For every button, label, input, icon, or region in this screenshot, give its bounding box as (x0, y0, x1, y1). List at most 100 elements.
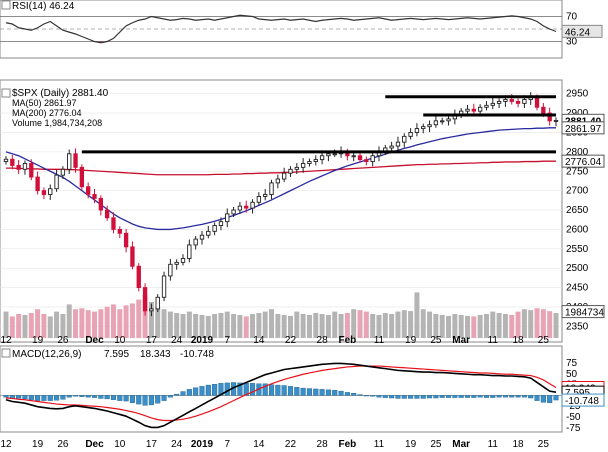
rsi-collapse-icon[interactable] (1, 0, 11, 10)
histogram-bar (237, 382, 243, 396)
candle-body (22, 163, 28, 170)
histogram-bar (553, 395, 559, 401)
histogram-bar (167, 395, 173, 398)
volume-bar (446, 315, 452, 338)
volume-bar (534, 308, 540, 338)
candle-body (281, 172, 287, 180)
candle-body (421, 126, 426, 130)
volume-bar (92, 311, 98, 338)
volume-bar (401, 310, 407, 338)
candle-body (313, 159, 318, 163)
volume-bar (212, 314, 218, 338)
volume-bar (332, 311, 338, 338)
candle-body (225, 213, 230, 223)
candle-body (402, 135, 407, 143)
volume-bar (73, 309, 79, 338)
volume-bar (338, 314, 344, 338)
histogram-bar (110, 395, 117, 400)
date-tick-label: 19 (32, 335, 44, 346)
candle-body (237, 205, 243, 211)
ma200-legend: MA(200) 2776.04 (12, 108, 82, 118)
histogram-bar (401, 395, 407, 399)
date-tick-label: 10 (114, 439, 126, 450)
volume-bar (363, 311, 369, 338)
candle-body (73, 153, 78, 168)
candle-body (206, 230, 211, 236)
histogram-bar (490, 395, 496, 398)
ma50-legend: MA(50) 2861.97 (12, 98, 77, 108)
histogram-bar (79, 395, 85, 397)
date-axis: 12 12 19 19 26 26 Dec Dec 10 10 17 17 24 24 2019 2019 7 7… (0, 335, 549, 450)
volume-bar (294, 311, 300, 338)
candle-body (465, 108, 470, 112)
volume-bar (502, 314, 508, 338)
candle-body (414, 128, 420, 133)
date-tick-label: 11 (374, 335, 385, 346)
volume-bar (110, 304, 116, 338)
candle-body (174, 261, 179, 265)
volume-bar (85, 310, 91, 338)
histogram-bar (471, 395, 477, 398)
histogram-bar (155, 395, 161, 404)
candle-body (395, 141, 401, 147)
price-tick-label: 2800 (566, 147, 589, 158)
candle-body (67, 153, 72, 170)
histogram-bar (382, 395, 388, 398)
volume-bar (129, 303, 135, 338)
volume-value-tag (561, 305, 605, 319)
candle-body (370, 155, 375, 163)
price-tick-label: 2550 (566, 244, 589, 255)
histogram-bar (313, 388, 319, 396)
histogram-bar (91, 395, 98, 398)
histogram-bar (262, 383, 268, 396)
candle-body (180, 258, 186, 263)
histogram-bar (85, 395, 91, 398)
volume-bar (35, 309, 41, 338)
date-tick-label: 19 (405, 335, 417, 346)
price-collapse-icon[interactable] (1, 88, 11, 98)
histogram-bar (16, 395, 22, 399)
macd-collapse-icon[interactable] (1, 348, 11, 358)
histogram-bar (547, 395, 553, 403)
macd-legend-value: 7.595 (104, 349, 129, 360)
volume-bar (439, 314, 445, 338)
histogram-bar (325, 389, 331, 396)
candle-body (79, 166, 85, 188)
histogram-bar (477, 395, 483, 398)
date-tick-label: 7 (224, 439, 230, 450)
volume-bar (98, 309, 104, 338)
candle-body (541, 106, 546, 114)
histogram-bar (142, 395, 148, 406)
candle-body (111, 217, 116, 230)
volume-bar (269, 309, 275, 338)
histogram-bar (452, 395, 458, 398)
histogram-bar (3, 395, 9, 398)
date-tick-label: Mar (452, 439, 470, 450)
date-tick-label: 18 (513, 439, 525, 450)
volume-bar (243, 316, 249, 338)
candle-body (117, 228, 122, 234)
volume-bar (9, 316, 15, 338)
candle-body (446, 118, 451, 122)
histogram-bar (224, 382, 230, 396)
candle-body (155, 296, 160, 310)
histogram-bar (186, 389, 192, 396)
candle-body (212, 225, 217, 232)
price-title: $SPX (Daily) 2881.40 (12, 88, 109, 99)
histogram-bar (117, 395, 123, 401)
histogram-bar (250, 383, 256, 396)
rsi-legend: RSI(14) 46.24 (12, 1, 75, 12)
volume-bar (389, 314, 395, 338)
volume-bar (155, 306, 161, 338)
histogram-bar (300, 387, 306, 396)
volume-bar (224, 311, 230, 338)
volume-bar (547, 311, 553, 338)
candle-body (534, 97, 540, 108)
date-tick-label: 14 (253, 335, 265, 346)
candle-body (187, 244, 192, 259)
rsi-tick-label: 30 (566, 37, 578, 48)
candle-body (440, 120, 445, 123)
candle-body (168, 263, 173, 277)
rsi-tick-label: 70 (566, 12, 578, 23)
